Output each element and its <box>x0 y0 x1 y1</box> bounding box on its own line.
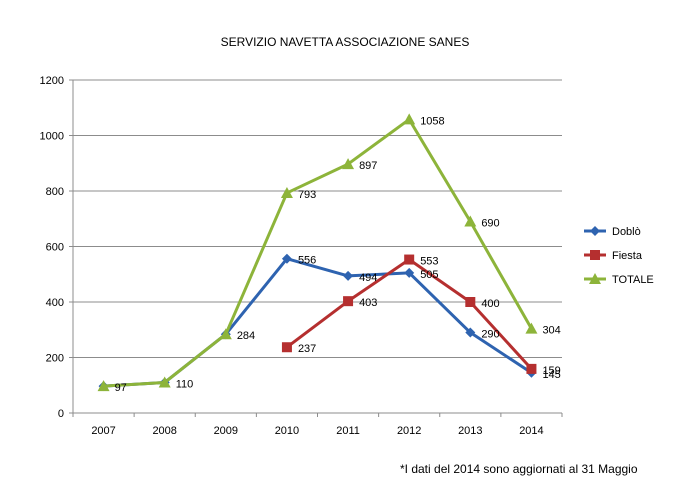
series-line <box>103 117 533 388</box>
data-point <box>219 328 232 340</box>
y-tick-label: 400 <box>46 297 64 309</box>
data-label: 237 <box>298 343 316 355</box>
data-label: 793 <box>298 189 316 201</box>
legend-label: Fiesta <box>612 250 643 262</box>
series-layer <box>97 113 538 392</box>
legend-label: TOTALE <box>612 274 654 286</box>
data-label: 145 <box>542 369 560 381</box>
series-2 <box>97 113 538 392</box>
axes: 0 200 400 600 800 1000 1200 2007 2008 2009 2010 201… <box>40 75 563 437</box>
legend-marker <box>589 273 601 284</box>
data-point <box>281 253 292 264</box>
data-point <box>343 296 354 307</box>
x-tick-label: 2008 <box>152 425 176 437</box>
y-tick-label: 800 <box>46 186 64 198</box>
legend-item: Fiesta <box>584 250 643 262</box>
data-point <box>465 297 476 307</box>
x-tick-label: 2013 <box>458 425 482 437</box>
y-tick-label: 200 <box>46 353 64 365</box>
data-label: 494 <box>359 272 377 284</box>
data-labels: 97 110 284 556 494 505 290 145 237 403 553 400 159 79… <box>115 115 561 394</box>
legend: Doblò Fiesta TOTALE <box>584 226 654 286</box>
data-point <box>525 322 538 334</box>
data-point <box>158 376 171 388</box>
chart-title: SERVIZIO NAVETTA ASSOCIAZIONE SANES <box>221 35 470 49</box>
data-label: 400 <box>481 298 499 310</box>
footnote: *I dati del 2014 sono aggiornati al 31 M… <box>400 462 638 476</box>
legend-label: Doblò <box>612 226 641 238</box>
gridlines <box>73 79 562 358</box>
y-tick-label: 600 <box>46 242 64 254</box>
data-label: 304 <box>542 325 560 337</box>
legend-marker <box>590 226 600 236</box>
data-label: 690 <box>481 218 499 230</box>
data-point <box>403 113 416 125</box>
data-label: 284 <box>237 330 255 342</box>
x-tick-label: 2014 <box>519 425 543 437</box>
data-label: 290 <box>481 329 499 341</box>
data-label: 159 <box>542 365 560 377</box>
data-point <box>464 215 477 227</box>
data-label: 897 <box>359 160 377 172</box>
x-tick-label: 2007 <box>91 425 115 437</box>
x-tick-label: 2011 <box>336 425 360 437</box>
data-label: 403 <box>359 297 377 309</box>
data-label: 553 <box>420 256 438 268</box>
y-tick-label: 1000 <box>40 131 64 143</box>
data-point <box>526 363 537 374</box>
x-tick-label: 2009 <box>214 425 238 437</box>
data-label: 505 <box>420 269 438 281</box>
data-point <box>342 158 355 170</box>
y-tick-label: 0 <box>58 408 64 420</box>
data-point <box>404 267 415 278</box>
data-label: 97 <box>115 382 127 394</box>
y-tick-label: 1200 <box>40 75 64 87</box>
legend-item: Doblò <box>584 226 641 238</box>
x-tick-label: 2010 <box>275 425 299 437</box>
legend-item: TOTALE <box>584 273 654 286</box>
data-point <box>281 342 292 353</box>
x-tick-label: 2012 <box>397 425 421 437</box>
data-point <box>97 380 110 392</box>
data-point <box>280 186 293 198</box>
legend-marker <box>590 250 600 260</box>
data-label: 1058 <box>420 115 444 127</box>
series-1 <box>281 254 537 374</box>
data-point <box>343 270 354 281</box>
data-point <box>465 327 476 338</box>
data-label: 110 <box>176 378 194 390</box>
data-label: 556 <box>298 255 316 267</box>
data-point <box>404 254 415 265</box>
